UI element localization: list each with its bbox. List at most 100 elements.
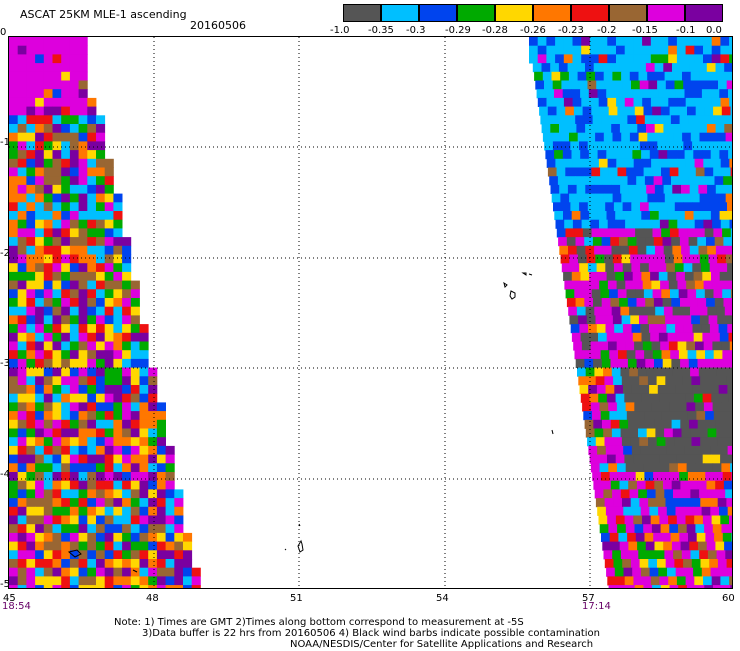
wind-cell (664, 550, 673, 559)
wind-cell (61, 350, 70, 359)
wind-cell (695, 281, 704, 290)
wind-cell (105, 194, 114, 203)
wind-cell (113, 194, 122, 203)
wind-cell (659, 333, 668, 342)
wind-cell (61, 202, 70, 211)
wind-cell (35, 54, 44, 63)
wind-cell (35, 550, 44, 559)
wind-cell (70, 202, 79, 211)
wind-cell (26, 246, 35, 255)
wind-cell (26, 81, 35, 90)
wind-cell (650, 568, 659, 577)
wind-cell (53, 54, 62, 63)
wind-cell (566, 289, 575, 298)
colorbar-label: -1.0 (330, 25, 350, 36)
wind-cell (607, 576, 616, 585)
wind-cell (9, 472, 18, 481)
wind-cell (44, 481, 53, 490)
wind-cell (691, 315, 700, 324)
wind-cell (70, 141, 79, 150)
wind-cell (44, 516, 53, 525)
y-tick-label: -4 (0, 469, 10, 480)
wind-cell (634, 159, 643, 168)
wind-cell (61, 220, 70, 229)
wind-cell (96, 533, 105, 542)
wind-cell (645, 237, 654, 246)
wind-cell (637, 542, 646, 551)
wind-cell (35, 168, 44, 177)
wind-cell (552, 72, 561, 81)
wind-cell (696, 411, 705, 420)
wind-cell (672, 63, 681, 72)
wind-cell (53, 307, 62, 316)
wind-cell (624, 568, 633, 577)
wind-cell (729, 394, 732, 403)
wind-cell (616, 54, 625, 63)
wind-cell (105, 281, 114, 290)
wind-cell (604, 133, 613, 142)
wind-cell (44, 385, 53, 394)
wind-cell (677, 54, 686, 63)
wind-cell (724, 63, 732, 72)
wind-cell (96, 455, 105, 464)
wind-cell (633, 272, 642, 281)
wind-cell (87, 350, 96, 359)
wind-cell (96, 272, 105, 281)
wind-cell (721, 402, 730, 411)
wind-cell (148, 585, 157, 588)
wind-cell (174, 524, 183, 533)
wind-cell (575, 115, 584, 124)
wind-cell (96, 411, 105, 420)
wind-cell (61, 324, 70, 333)
wind-cell (96, 507, 105, 516)
wind-cell (18, 420, 27, 429)
wind-cell (113, 420, 122, 429)
wind-cell (589, 333, 598, 342)
wind-cell (704, 107, 713, 116)
wind-cell (559, 185, 568, 194)
wind-cell (672, 542, 681, 551)
wind-cell (703, 576, 712, 585)
wind-cell (697, 237, 706, 246)
wind-cell (35, 272, 44, 281)
wind-cell (96, 420, 105, 429)
wind-cell (603, 489, 612, 498)
wind-cell (113, 402, 122, 411)
wind-cell (79, 481, 88, 490)
wind-cell (35, 568, 44, 577)
wind-cell (9, 350, 18, 359)
wind-cell (694, 455, 703, 464)
wind-cell (564, 54, 573, 63)
wind-cell (538, 37, 547, 46)
wind-cell (693, 324, 702, 333)
wind-cell (9, 576, 18, 585)
wind-cell (687, 168, 696, 177)
wind-cell (140, 576, 149, 585)
wind-cell (61, 446, 70, 455)
wind-cell (611, 63, 620, 72)
wind-cell (641, 507, 650, 516)
wind-cell (594, 63, 603, 72)
wind-cell (717, 489, 726, 498)
wind-cell (53, 568, 62, 577)
wind-cell (678, 342, 687, 351)
wind-cell (568, 185, 577, 194)
wind-cell (729, 98, 732, 107)
wind-cell (44, 524, 53, 533)
wind-cell (699, 246, 708, 255)
wind-cell (619, 359, 628, 368)
wind-cell (140, 542, 149, 551)
wind-cell (35, 307, 44, 316)
wind-cell (606, 446, 615, 455)
wind-cell (704, 402, 713, 411)
wind-cell (669, 342, 678, 351)
wind-cell (18, 307, 27, 316)
wind-cell (605, 559, 614, 568)
wind-cell (690, 185, 699, 194)
wind-cell (18, 289, 27, 298)
wind-cell (723, 533, 732, 542)
wind-cell (637, 359, 646, 368)
wind-cell (53, 72, 62, 81)
wind-cell (672, 185, 681, 194)
wind-cell (603, 185, 612, 194)
